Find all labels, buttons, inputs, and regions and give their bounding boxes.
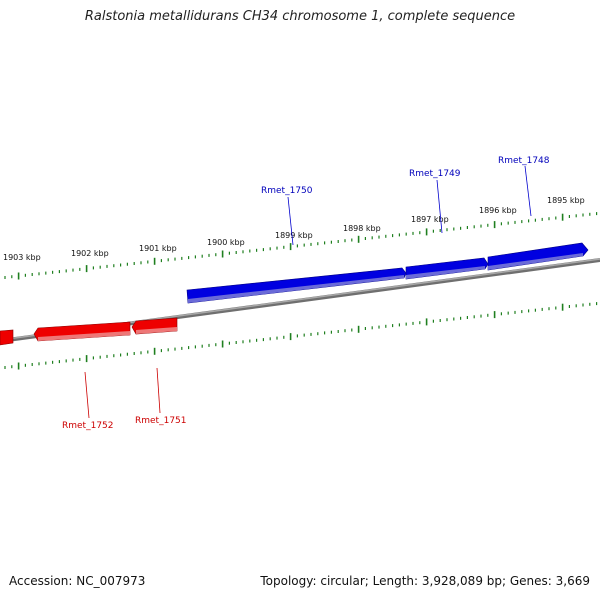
gene-label-rmet-1748[interactable]: Rmet_1748 [498,156,550,166]
gene-labels: Rmet_1750 Rmet_1749 Rmet_1748 Rmet_1752 … [62,156,550,431]
scale-label: 1895 kbp [547,196,585,205]
accession-label: Accession: NC_007973 [9,574,146,588]
gene-arrow-rmet-1751-shade [136,327,177,334]
leader-rmet-1750 [287,196,294,246]
gene-label-rmet-1751[interactable]: Rmet_1751 [135,416,187,426]
gene-arrow-rmet-1749-shade [406,266,485,279]
scale-ticks-lower [4,302,598,370]
scale-ticks-upper [4,212,598,280]
scale-label: 1901 kbp [139,244,177,253]
leader-rmet-1749 [436,179,443,234]
scale-label: 1897 kbp [411,215,449,224]
scale-label: 1900 kbp [207,238,245,247]
scale-label: 1896 kbp [479,206,517,215]
leader-rmet-1752 [84,371,90,419]
scale-labels: 1903 kbp 1902 kbp 1901 kbp 1900 kbp 1899… [3,196,585,262]
gene-label-rmet-1749[interactable]: Rmet_1749 [409,169,461,179]
leader-rmet-1748 [524,165,532,217]
gene-label-rmet-1750[interactable]: Rmet_1750 [261,186,313,196]
gene-label-leaders [84,165,532,419]
reverse-strand-genes [0,317,178,346]
gene-arrow-rmet-1750-shade [188,275,404,303]
sequence-summary: Topology: circular; Length: 3,928,089 bp… [260,574,590,588]
gene-arrow-partial-left[interactable] [0,329,14,346]
forward-strand-genes [186,242,589,304]
scale-label: 1898 kbp [343,224,381,233]
scale-label: 1899 kbp [275,231,313,240]
gene-label-rmet-1752[interactable]: Rmet_1752 [62,421,114,431]
leader-rmet-1751 [156,367,161,414]
map-title: Ralstonia metallidurans CH34 chromosome … [84,9,516,24]
gene-arrow-rmet-1752-shade [38,331,130,341]
scale-label: 1902 kbp [71,249,109,258]
gene-arrow-rmet-1748-shade [488,253,583,270]
scale-label: 1903 kbp [3,253,41,262]
